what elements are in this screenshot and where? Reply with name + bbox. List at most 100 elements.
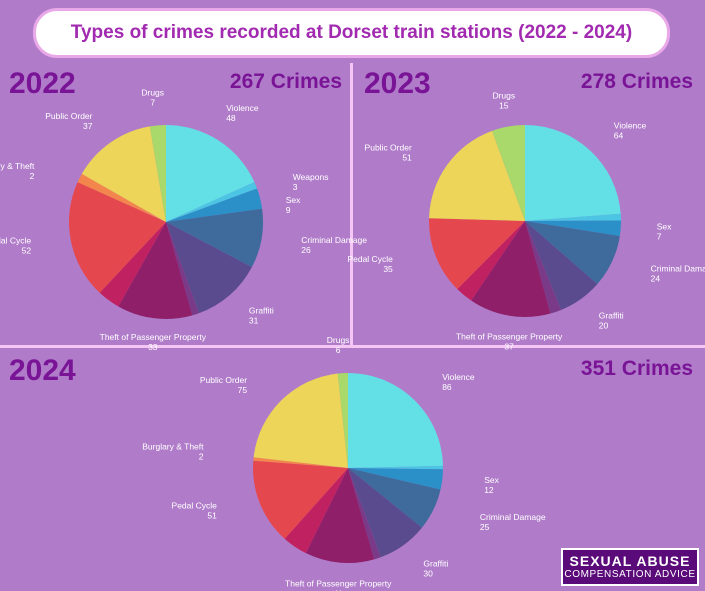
slice-label-burglary-and-theft: Burglary & Theft: [142, 442, 204, 452]
slice-label-criminal-damage: Criminal Damage: [301, 235, 367, 245]
slice-label-sex: Sex: [286, 195, 301, 205]
slice-value-theft-of-passenger-property: 41: [333, 589, 343, 591]
slice-label-graffiti: Graffiti: [423, 559, 448, 569]
pie-slice-unlabeled-7: [99, 222, 166, 307]
slice-value-criminal-damage: 26: [301, 245, 311, 255]
slice-label-drugs: Drugs: [327, 335, 350, 345]
total-count: 351 Crimes: [580, 357, 693, 380]
pie-slice-violence: [348, 373, 443, 468]
total-count: 278 Crimes: [580, 70, 693, 93]
divider-vertical: [350, 63, 353, 347]
slice-value-criminal-damage: 25: [480, 522, 490, 532]
slice-label-theft-of-passenger-property: Theft of Passenger Property: [456, 332, 563, 342]
slice-label-public-order: Public Order: [45, 111, 92, 121]
slice-value-drugs: 6: [336, 345, 341, 355]
slice-label-theft-of-passenger-property: Theft of Passenger Property: [100, 332, 207, 342]
slice-value-public-order: 75: [238, 385, 248, 395]
slice-label-pedal-cycle: Pedal Cycle: [347, 254, 393, 264]
pie-slice-weapons: [166, 182, 258, 222]
pie-slice-unlabeled-9: [77, 177, 166, 222]
pie-slice-public-order: [81, 126, 166, 222]
slice-value-burglary-and-theft: 2: [30, 171, 35, 181]
slice-label-violence: Violence: [614, 120, 647, 130]
slice-label-drugs: Drugs: [141, 87, 164, 97]
slice-label-public-order: Public Order: [200, 375, 247, 385]
slice-label-violence: Violence: [226, 103, 259, 113]
slice-value-sex: 7: [657, 231, 662, 241]
pie-slice-graffiti: [525, 221, 598, 310]
year-label: 2024: [9, 354, 76, 387]
pie-slice-graffiti: [166, 222, 252, 314]
pie-slice-theft-of-passenger-property: [471, 221, 551, 318]
panel-2023: 2023 278 Crimes Violence 64 Sex 7 Criminal D…: [347, 63, 705, 352]
pie-slice-theft-of-passenger-property: [305, 468, 375, 564]
pie-slice-drugs: [149, 125, 166, 222]
slice-value-graffiti: 30: [423, 569, 433, 579]
slice-label-graffiti: Graffiti: [249, 306, 274, 316]
slice-value-criminal-damage: 24: [651, 274, 661, 284]
slice-label-violence: Violence: [442, 372, 475, 382]
pie-slice-unlabeled-1: [348, 465, 444, 470]
pie-slice-public-order: [253, 373, 348, 468]
slice-value-pedal-cycle: 52: [22, 246, 32, 256]
pie-slice-public-order: [429, 130, 525, 221]
pie-slice-pedal-cycle: [253, 460, 348, 539]
slice-label-sex: Sex: [657, 221, 672, 231]
pie-slice-sex: [348, 468, 443, 490]
slice-value-weapons: 3: [293, 182, 298, 192]
slice-value-pedal-cycle: 51: [207, 511, 217, 521]
pie-slice-unlabeled-5: [348, 468, 381, 560]
pie-slice-unlabeled-5: [166, 222, 199, 316]
pie-slice-graffiti: [348, 468, 422, 558]
chart-title: Types of crimes recorded at Dorset train…: [70, 22, 633, 43]
slice-value-theft-of-passenger-property: 37: [504, 342, 514, 352]
year-label: 2022: [9, 67, 76, 100]
logo-line-1: SEXUAL ABUSE: [569, 552, 691, 569]
slice-value-violence: 48: [226, 113, 236, 123]
slice-value-public-order: 37: [83, 121, 93, 131]
slice-label-criminal-damage: Criminal Damage: [651, 264, 705, 274]
title-banner: Types of crimes recorded at Dorset train…: [33, 8, 670, 58]
slice-label-burglary-and-theft: Burglary & Theft: [0, 161, 35, 171]
divider-horizontal: [0, 345, 705, 348]
slice-value-public-order: 51: [402, 153, 412, 163]
total-count: 267 Crimes: [229, 70, 342, 93]
slice-label-weapons: Weapons: [293, 172, 329, 182]
pie-slice-violence: [525, 125, 621, 221]
pie-slice-pedal-cycle: [428, 218, 525, 290]
pie-slice-criminal-damage: [166, 208, 264, 268]
slice-label-graffiti: Graffiti: [599, 311, 624, 321]
pie-slice-criminal-damage: [525, 221, 620, 285]
pie-slice-burglary-and-theft: [79, 173, 166, 222]
slice-value-sex: 9: [286, 205, 291, 215]
pie-slice-unlabeled-7: [284, 468, 348, 554]
panel-2024: 2024 351 Crimes Violence 86 Sex 12 Criminal …: [0, 335, 705, 591]
pie-slice-pedal-cycle: [68, 182, 166, 293]
pie-slice-sex: [166, 188, 263, 222]
panel-2022: 2022 267 Crimes Violence 48 Weapons 3 Sex 9 Cr…: [0, 63, 367, 353]
slice-value-sex: 12: [484, 485, 494, 495]
logo: SEXUAL ABUSE COMPENSATION ADVICE: [561, 548, 699, 586]
pie-slice-unlabeled-1: [525, 213, 621, 221]
slice-value-theft-of-passenger-property: 33: [148, 342, 158, 352]
pie-slice-unlabeled-5: [525, 221, 562, 314]
pie-slice-unlabeled-7: [457, 221, 525, 301]
slice-value-violence: 86: [442, 382, 452, 392]
slice-label-sex: Sex: [484, 475, 499, 485]
slice-value-burglary-and-theft: 2: [199, 452, 204, 462]
slice-value-pedal-cycle: 35: [383, 264, 393, 274]
pie-slice-drugs: [337, 373, 348, 468]
slice-label-theft-of-passenger-property: Theft of Passenger Property: [285, 579, 392, 589]
pie-slice-drugs: [492, 125, 525, 221]
pie-slice-theft-of-passenger-property: [118, 222, 193, 319]
pie-slice-violence: [166, 125, 255, 222]
slice-value-graffiti: 31: [249, 316, 259, 326]
slice-value-drugs: 15: [499, 101, 509, 111]
slice-value-drugs: 7: [150, 97, 155, 107]
year-label: 2023: [364, 67, 431, 100]
pie-slice-criminal-damage: [348, 468, 441, 528]
slice-label-public-order: Public Order: [365, 143, 412, 153]
